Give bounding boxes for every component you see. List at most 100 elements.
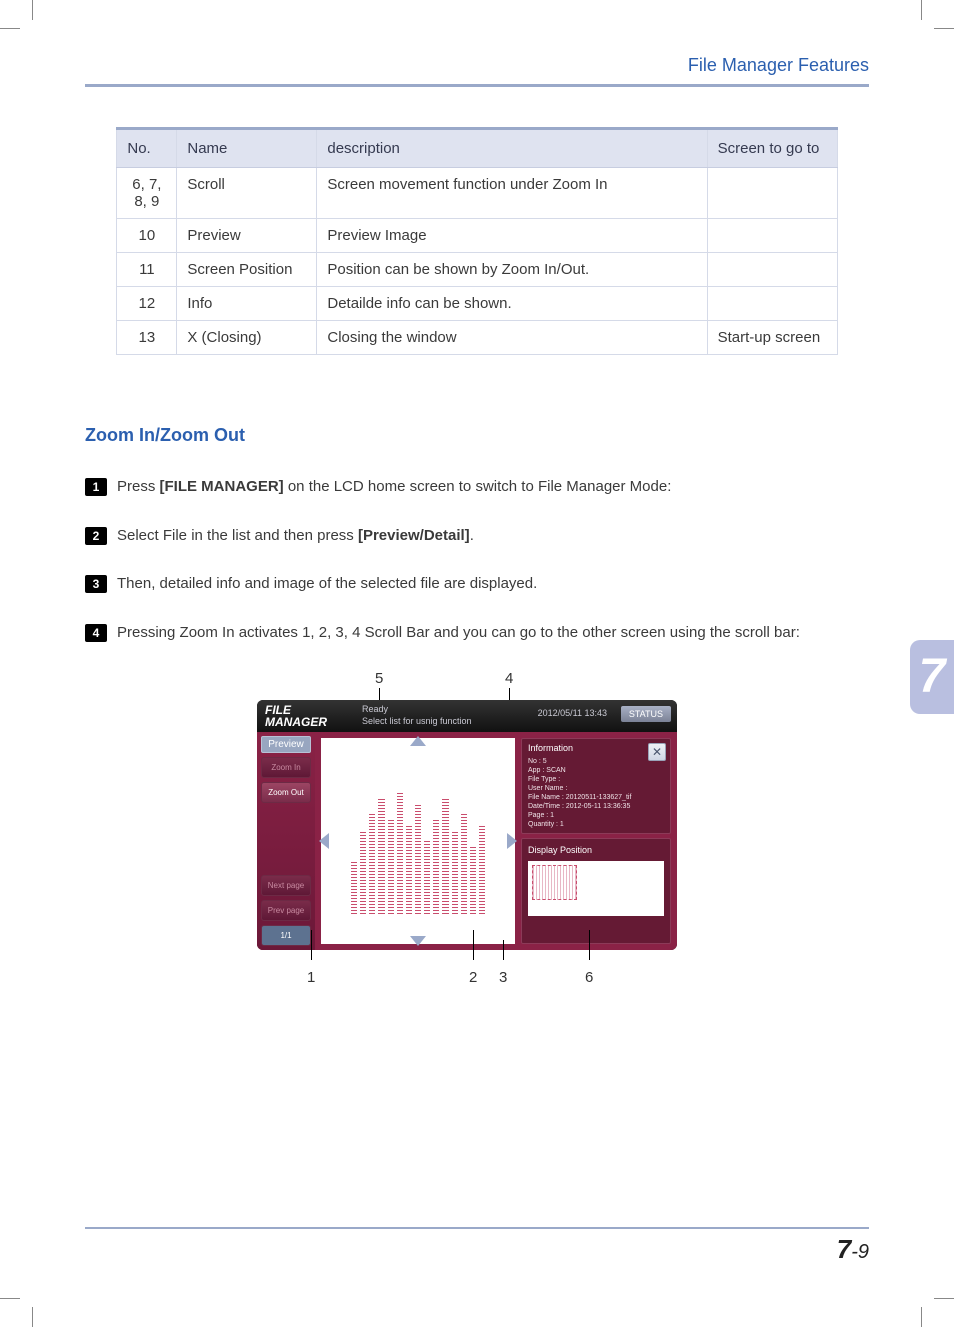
step-pre: Press — [117, 478, 160, 495]
cell-no: 13 — [117, 321, 177, 355]
cell-name: X (Closing) — [177, 321, 317, 355]
callout-line — [589, 930, 590, 960]
step-post: . — [470, 527, 474, 544]
file-manager-logo: FILE MANAGER — [257, 700, 335, 732]
section-heading: Zoom In/Zoom Out — [85, 425, 869, 446]
step-3: 3 Then, detailed info and image of the s… — [85, 573, 869, 596]
close-icon[interactable]: ✕ — [648, 743, 666, 761]
step-4: 4 Pressing Zoom In activates 1, 2, 3, 4 … — [85, 622, 869, 645]
table-row: 10 Preview Preview Image — [117, 219, 837, 253]
information-panel: ✕ Information No : 5 App : SCAN File Typ… — [521, 738, 671, 834]
device-topbar: FILE MANAGER Ready Select list for usnig… — [257, 700, 677, 732]
step-pre: Select File in the list and then press — [117, 527, 358, 544]
display-position-minimap — [528, 861, 664, 916]
scroll-right-icon[interactable] — [507, 833, 517, 849]
header-rule — [85, 84, 869, 87]
step-pre: Pressing Zoom In activates 1, 2, 3, 4 Sc… — [117, 624, 800, 641]
cell-goto — [707, 253, 837, 287]
callout-2: 2 — [469, 969, 477, 986]
callout-line — [503, 940, 504, 960]
col-header-no: No. — [117, 129, 177, 168]
step-bold: [Preview/Detail] — [358, 527, 470, 544]
device-screenshot: FILE MANAGER Ready Select list for usnig… — [257, 700, 677, 950]
step-text: Select File in the list and then press [… — [117, 525, 869, 548]
subtext-label: Select list for usnig function — [362, 716, 472, 726]
crop-mark — [934, 1298, 954, 1299]
info-line: App : SCAN — [528, 766, 664, 775]
cell-name: Screen Position — [177, 253, 317, 287]
status-button[interactable]: STATUS — [621, 706, 671, 722]
scroll-left-icon[interactable] — [319, 833, 329, 849]
cell-no: 12 — [117, 287, 177, 321]
step-post: on the LCD home screen to switch to File… — [284, 478, 672, 495]
info-line: Date/Time : 2012-05-11 13:36:35 — [528, 802, 664, 811]
step-text: Pressing Zoom In activates 1, 2, 3, 4 Sc… — [117, 622, 869, 645]
step-1: 1 Press [FILE MANAGER] on the LCD home s… — [85, 476, 869, 499]
page-number: 7-9 — [837, 1234, 869, 1265]
cell-goto — [707, 168, 837, 219]
zoom-in-button[interactable]: Zoom In — [261, 757, 311, 778]
info-line: No : 5 — [528, 757, 664, 766]
logo-line2: MANAGER — [265, 716, 327, 728]
table-row: 13 X (Closing) Closing the window Start-… — [117, 321, 837, 355]
info-line: Quantity : 1 — [528, 820, 664, 829]
cell-goto — [707, 287, 837, 321]
cell-desc: Preview Image — [317, 219, 707, 253]
crop-mark — [32, 1307, 33, 1327]
device-body: Preview Zoom In Zoom Out Next page Prev … — [257, 732, 677, 950]
next-page-button[interactable]: Next page — [261, 875, 311, 896]
step-text: Press [FILE MANAGER] on the LCD home scr… — [117, 476, 869, 499]
page-indicator: 1/1 — [261, 925, 311, 946]
prev-page-button[interactable]: Prev page — [261, 900, 311, 921]
display-position-header: Display Position — [526, 843, 666, 859]
cell-desc: Position can be shown by Zoom In/Out. — [317, 253, 707, 287]
crop-mark — [921, 0, 922, 20]
info-pane: ✕ Information No : 5 App : SCAN File Typ… — [521, 738, 671, 944]
cell-desc: Detailde info can be shown. — [317, 287, 707, 321]
zoom-out-button[interactable]: Zoom Out — [261, 782, 311, 803]
sidebar-title: Preview — [261, 736, 311, 753]
preview-pane — [321, 738, 515, 944]
step-badge: 2 — [85, 527, 107, 545]
display-position-panel: Display Position — [521, 838, 671, 944]
preview-sidebar: Preview Zoom In Zoom Out Next page Prev … — [257, 732, 315, 950]
crop-mark — [934, 28, 954, 29]
cell-no: 10 — [117, 219, 177, 253]
crop-mark — [0, 28, 20, 29]
cell-name: Info — [177, 287, 317, 321]
col-header-goto: Screen to go to — [707, 129, 837, 168]
preview-document — [331, 748, 505, 934]
preview-content — [351, 778, 485, 914]
callout-6: 6 — [585, 969, 593, 986]
cell-no: 11 — [117, 253, 177, 287]
info-line: File Type : — [528, 775, 664, 784]
callout-3: 3 — [499, 969, 507, 986]
chapter-tab: 7 — [910, 640, 954, 714]
step-pre: Then, detailed info and image of the sel… — [117, 575, 537, 592]
cell-name: Scroll — [177, 168, 317, 219]
col-header-name: Name — [177, 129, 317, 168]
step-text: Then, detailed info and image of the sel… — [117, 573, 869, 596]
step-2: 2 Select File in the list and then press… — [85, 525, 869, 548]
info-line: Page : 1 — [528, 811, 664, 820]
page-chapter: 7 — [837, 1234, 851, 1264]
col-header-desc: description — [317, 129, 707, 168]
minimap-viewport — [532, 865, 577, 900]
step-badge: 4 — [85, 624, 107, 642]
footer-rule — [85, 1227, 869, 1229]
table-row: 6, 7, 8, 9 Scroll Screen movement functi… — [117, 168, 837, 219]
crop-mark — [0, 1298, 20, 1299]
scroll-down-icon[interactable] — [410, 936, 426, 946]
page-sep: - — [851, 1241, 858, 1263]
screenshot-figure: 5 4 FILE MANAGER Ready Select list for u… — [257, 670, 697, 986]
cell-no: 6, 7, 8, 9 — [117, 168, 177, 219]
cell-desc: Screen movement function under Zoom In — [317, 168, 707, 219]
callout-line — [473, 930, 474, 960]
step-badge: 1 — [85, 478, 107, 496]
info-line: User Name : — [528, 784, 664, 793]
cell-goto: Start-up screen — [707, 321, 837, 355]
info-header: Information — [528, 743, 664, 755]
callout-5: 5 — [375, 670, 383, 687]
scroll-up-icon[interactable] — [410, 736, 426, 746]
step-bold: [FILE MANAGER] — [160, 478, 284, 495]
